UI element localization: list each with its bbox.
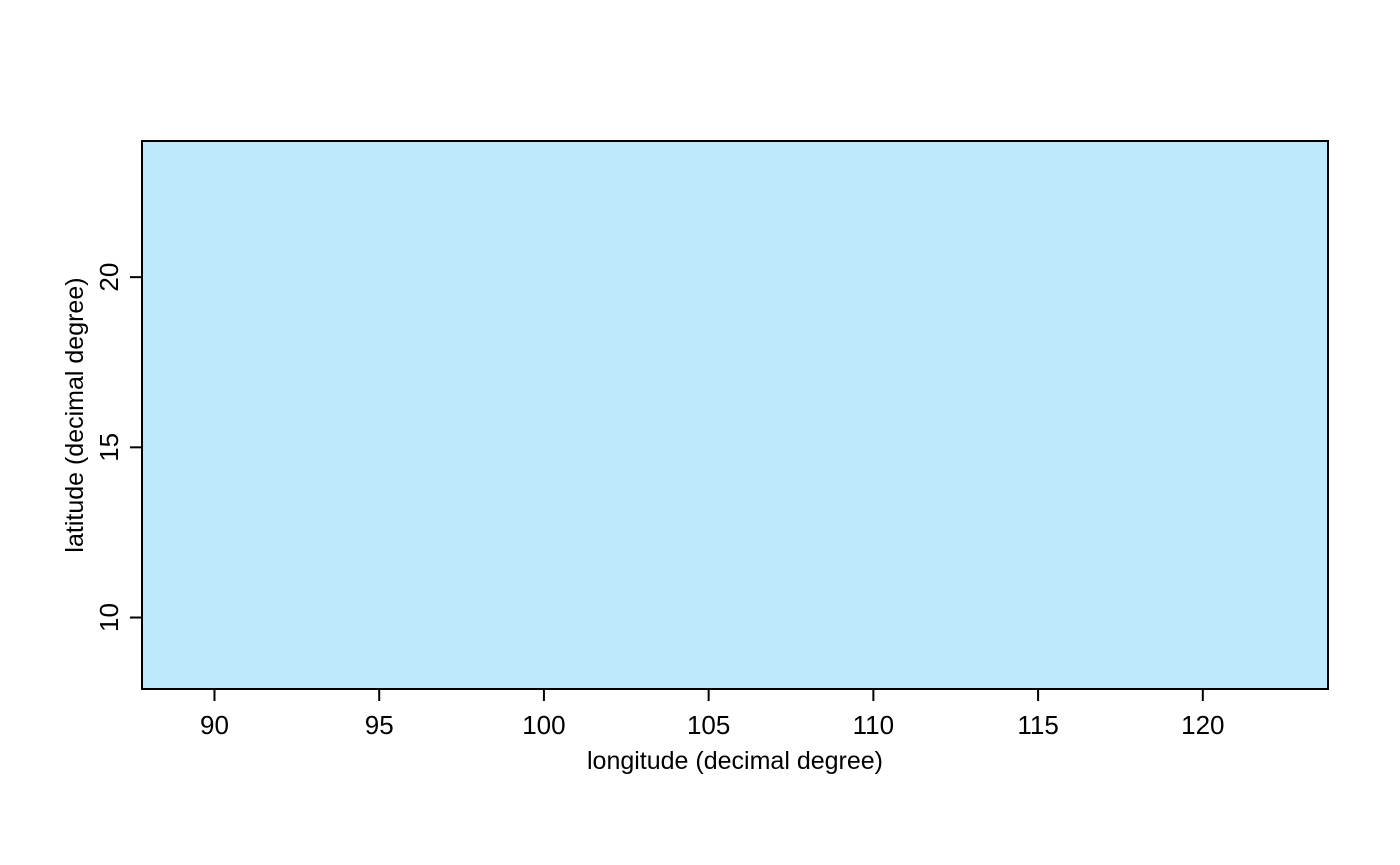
y-axis-label: latitude (decimal degree) (61, 277, 89, 552)
x-axis-label: longitude (decimal degree) (587, 747, 883, 775)
plot-frame (141, 140, 1329, 690)
y-axis: 10 15 20 (94, 263, 142, 632)
y-tick-label: 20 (94, 263, 124, 292)
x-tick-label: 105 (687, 710, 730, 740)
plot-area (142, 141, 1328, 689)
x-tick-label: 120 (1181, 710, 1224, 740)
x-tick-label: 100 (522, 710, 565, 740)
y-tick-label: 15 (94, 433, 124, 462)
x-tick-label: 95 (365, 710, 394, 740)
x-tick-label: 90 (200, 710, 229, 740)
x-tick-label: 115 (1017, 710, 1058, 740)
x-tick-label: 110 (853, 710, 894, 740)
y-tick-label: 10 (94, 603, 124, 632)
x-axis: 90 95 100 105 110 115 120 (200, 689, 1225, 740)
